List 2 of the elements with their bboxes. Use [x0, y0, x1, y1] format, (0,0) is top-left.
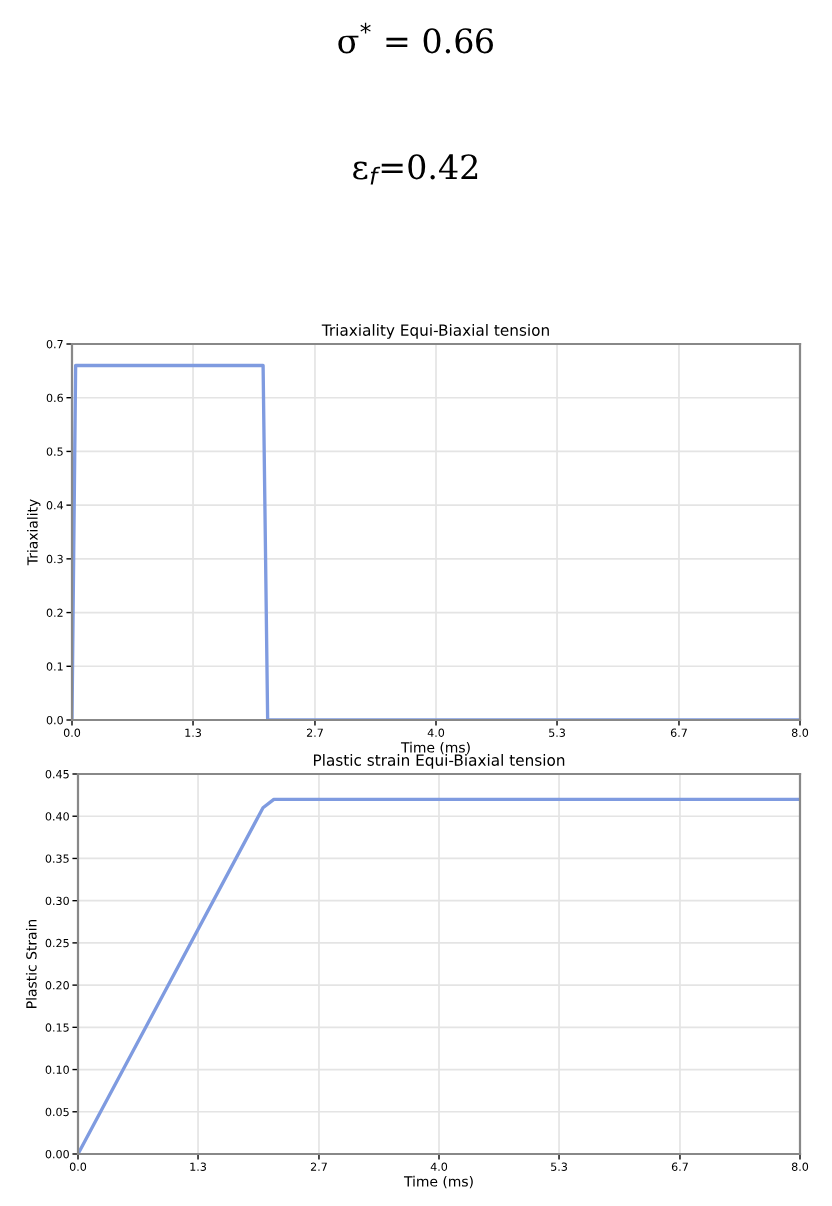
text: ε$_{f}$=0.42: [353, 154, 478, 185]
text: σ$^{*}$ = 0.66: [338, 22, 493, 54]
